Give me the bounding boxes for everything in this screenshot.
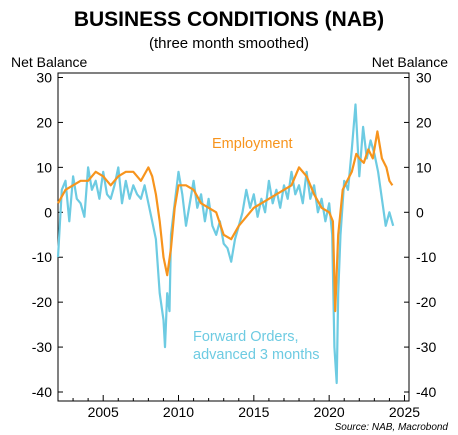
y-tick-label-left: 0 [44,204,52,220]
x-tick-label: 2025 [389,404,420,420]
plot-area-frame [57,72,410,402]
y-tick-label-left: 30 [36,69,52,85]
y-tick-label-left: -10 [32,249,52,265]
forward-orders-series-line [56,103,395,385]
y-tick-label-left: 10 [36,159,52,175]
x-tick-label: 2015 [238,404,269,420]
series-layer [56,103,395,385]
y-axis-right-title: Net Balance [372,54,448,70]
y-tick-label-right: 30 [416,69,432,85]
y-tick-label-right: 20 [416,114,432,130]
y-tick-label-right: -30 [416,339,436,355]
x-tick-label: 2010 [163,404,194,420]
y-tick-label-left: -40 [32,384,52,400]
y-tick-label-right: 10 [416,159,432,175]
employment-series-label: Employment [212,136,293,152]
x-tick-label: 2020 [314,404,345,420]
y-axis-left-title: Net Balance [11,54,87,70]
y-tick-label-right: -10 [416,249,436,265]
forward-orders-series-label-line2: advanced 3 months [193,347,320,363]
y-tick-label-right: -40 [416,384,436,400]
source-note: Source: NAB, Macrobond [335,422,449,433]
chart-title: BUSINESS CONDITIONS (NAB) [74,8,384,31]
forward-orders-series-label-line1: Forward Orders, [193,329,299,345]
x-axis: 2005 2010 2015 2020 2025 [57,395,420,420]
employment-series-line [57,130,394,313]
y-tick-label-left: -30 [32,339,52,355]
y-tick-label-left: -20 [32,294,52,310]
y-axis-right: -40 -30 -20 -10 0 10 20 30 [404,69,436,400]
y-tick-label-right: -20 [416,294,436,310]
y-tick-label-right: 0 [416,204,424,220]
x-tick-label: 2005 [88,404,119,420]
y-tick-label-left: 20 [36,114,52,130]
chart-subtitle: (three month smoothed) [149,35,309,52]
